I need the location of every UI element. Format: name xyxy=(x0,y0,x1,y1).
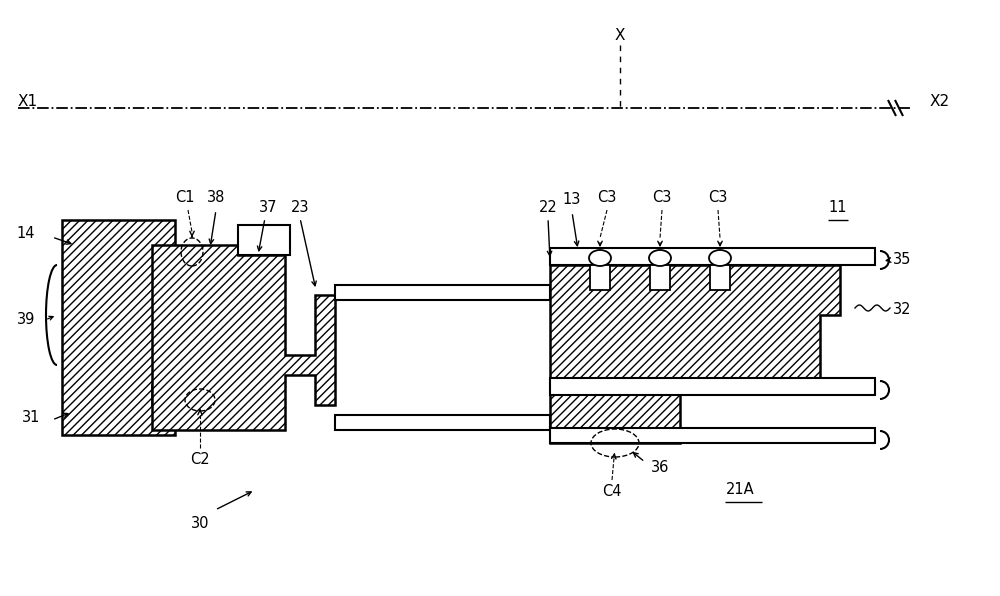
Text: 22: 22 xyxy=(539,200,557,216)
Polygon shape xyxy=(550,378,875,395)
Text: 36: 36 xyxy=(651,460,669,474)
Polygon shape xyxy=(335,285,550,300)
Text: 39: 39 xyxy=(17,312,35,327)
Ellipse shape xyxy=(589,250,611,266)
Polygon shape xyxy=(152,245,335,430)
Text: C3: C3 xyxy=(597,191,617,206)
Text: X: X xyxy=(615,27,625,42)
Text: C3: C3 xyxy=(708,191,728,206)
Polygon shape xyxy=(238,225,290,255)
Text: 11: 11 xyxy=(828,200,846,216)
Polygon shape xyxy=(335,415,550,430)
Ellipse shape xyxy=(709,250,731,266)
Text: X2: X2 xyxy=(930,94,950,108)
Polygon shape xyxy=(590,265,610,290)
Polygon shape xyxy=(550,428,875,443)
Text: C1: C1 xyxy=(175,191,195,206)
Text: 32: 32 xyxy=(893,303,912,318)
Ellipse shape xyxy=(649,250,671,266)
Text: 31: 31 xyxy=(22,411,40,426)
Polygon shape xyxy=(550,265,840,443)
Text: C2: C2 xyxy=(190,452,210,467)
Text: 30: 30 xyxy=(191,516,209,530)
Polygon shape xyxy=(62,220,175,435)
Text: X1: X1 xyxy=(18,94,38,108)
Polygon shape xyxy=(710,265,730,290)
Text: 21A: 21A xyxy=(726,483,754,498)
Text: 13: 13 xyxy=(563,193,581,207)
Text: 37: 37 xyxy=(259,200,277,216)
Text: 35: 35 xyxy=(893,253,911,268)
Text: C4: C4 xyxy=(602,485,622,499)
Polygon shape xyxy=(650,265,670,290)
Text: 38: 38 xyxy=(207,191,225,206)
Text: 23: 23 xyxy=(291,200,309,216)
Text: C3: C3 xyxy=(652,191,672,206)
Text: 14: 14 xyxy=(16,225,35,241)
Polygon shape xyxy=(550,248,875,265)
